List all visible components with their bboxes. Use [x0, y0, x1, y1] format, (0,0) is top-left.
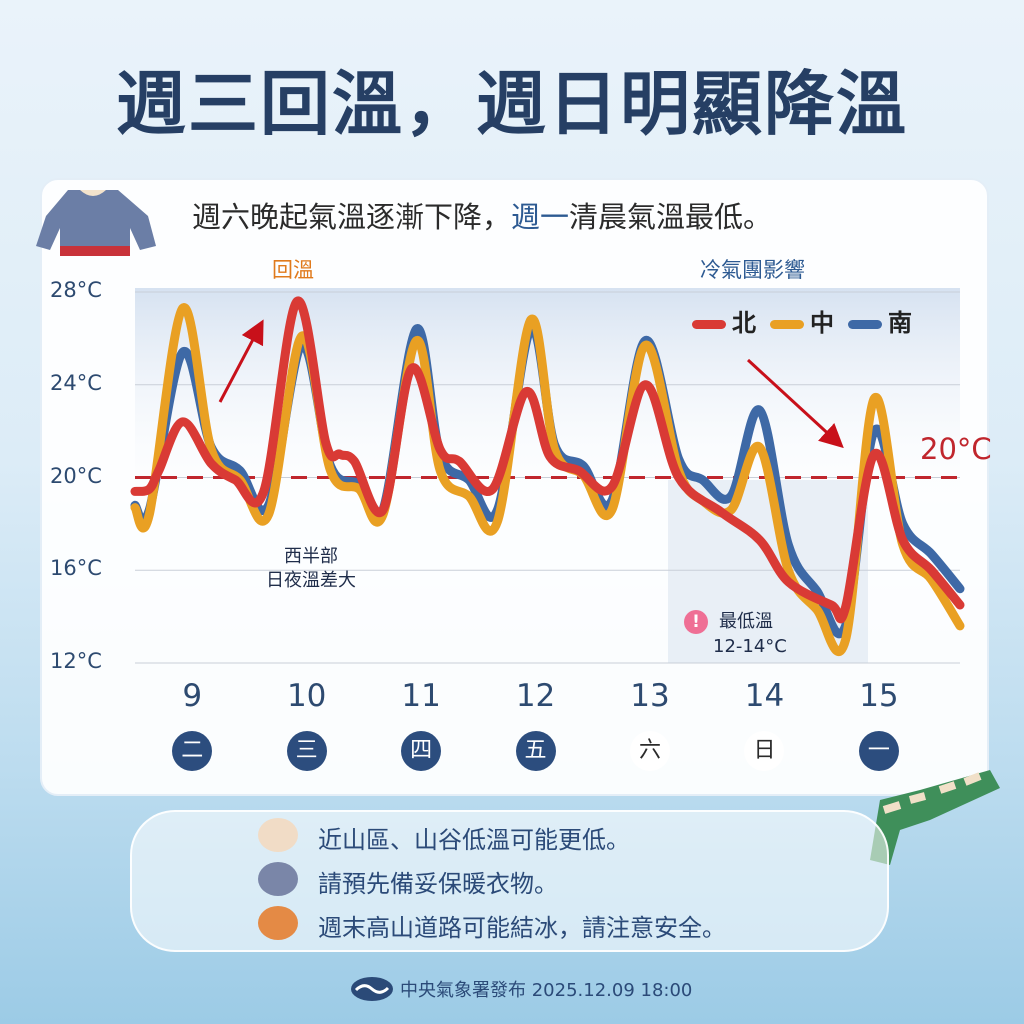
x-tick-day: 13 [630, 678, 670, 714]
x-tick-day: 12 [515, 678, 556, 714]
legend-swatch [770, 319, 804, 329]
cwa-logo-icon [351, 977, 393, 1001]
mittens-icon [258, 906, 298, 940]
cup-icon [258, 818, 298, 852]
legend-label: 北 [732, 309, 756, 337]
footer: 中央氣象署發布 2025.12.09 18:00 [350, 976, 692, 1002]
subtitle: 週六晚起氣溫逐漸下降，週一清晨氣溫最低。 [192, 194, 772, 236]
series-line-0 [130, 296, 965, 624]
x-tick-day: 15 [859, 678, 899, 714]
page-title: 週三回溫，週日明顯降溫 [116, 63, 908, 145]
legend-item: 南 [848, 303, 912, 338]
sweater-icon [36, 190, 156, 256]
x-tick-day: 10 [286, 678, 327, 714]
warming-label: 回溫 [272, 258, 314, 282]
x-tick-day: 14 [744, 678, 785, 714]
y-tick-label: 24°C [50, 370, 102, 395]
west-note-line2: 日夜溫差大 [266, 570, 356, 591]
legend-swatch [692, 319, 726, 329]
tips-panel [130, 810, 889, 952]
tip-text: 週末高山道路可能結冰，請注意安全。 [318, 914, 726, 942]
weekday-badge: 二 [172, 731, 213, 771]
cold-air-label: 冷氣團影響 [700, 258, 805, 282]
legend-label: 中 [810, 309, 834, 337]
weekday-badge: 三 [286, 731, 327, 771]
lowest-temp-range: 12-14°C [713, 636, 787, 657]
reference-line-label: 20°C [920, 432, 992, 466]
tip-text: 近山區、山谷低溫可能更低。 [318, 826, 630, 854]
legend-label: 南 [888, 309, 912, 337]
warming-arrow [218, 319, 264, 403]
y-tick-label: 20°C [50, 463, 102, 488]
legend-swatch [848, 319, 882, 329]
west-note-line1: 西半部 [284, 546, 338, 567]
legend-item: 中 [770, 303, 834, 338]
subtitle-text: 週六晚起氣溫逐漸下降， [192, 200, 512, 234]
weekday-badge: 四 [401, 731, 442, 771]
weekday-badge: 六 [630, 731, 671, 771]
tip-text: 請預先備妥保暖衣物。 [318, 870, 558, 898]
weekday-badge: 五 [515, 731, 556, 771]
lowest-temp-note: 最低溫 12-14°C [713, 609, 787, 659]
subtitle-highlight: 週一 [511, 200, 570, 234]
y-tick-label: 16°C [50, 556, 102, 581]
footer-text: 中央氣象署發布 2025.12.09 18:00 [400, 980, 693, 1001]
beanie-icon [258, 862, 298, 896]
legend: 北中南 [692, 303, 912, 338]
warning-icon: ! [684, 610, 708, 634]
cooling-arrow [746, 358, 844, 449]
lowest-temp-title: 最低溫 [719, 611, 773, 632]
subtitle-text-end: 清晨氣溫最低。 [569, 200, 773, 234]
y-tick-label: 12°C [50, 649, 102, 673]
west-note: 西半部 日夜溫差大 [256, 545, 366, 593]
x-tick-day: 9 [182, 678, 203, 714]
x-tick-day: 11 [401, 678, 441, 714]
legend-item: 北 [692, 303, 756, 338]
weekday-badge: 一 [858, 731, 899, 771]
series-line-1 [130, 303, 965, 656]
weekday-badge: 日 [744, 731, 785, 771]
scarf-icon [870, 770, 1000, 865]
y-tick-label: 28°C [50, 278, 102, 302]
